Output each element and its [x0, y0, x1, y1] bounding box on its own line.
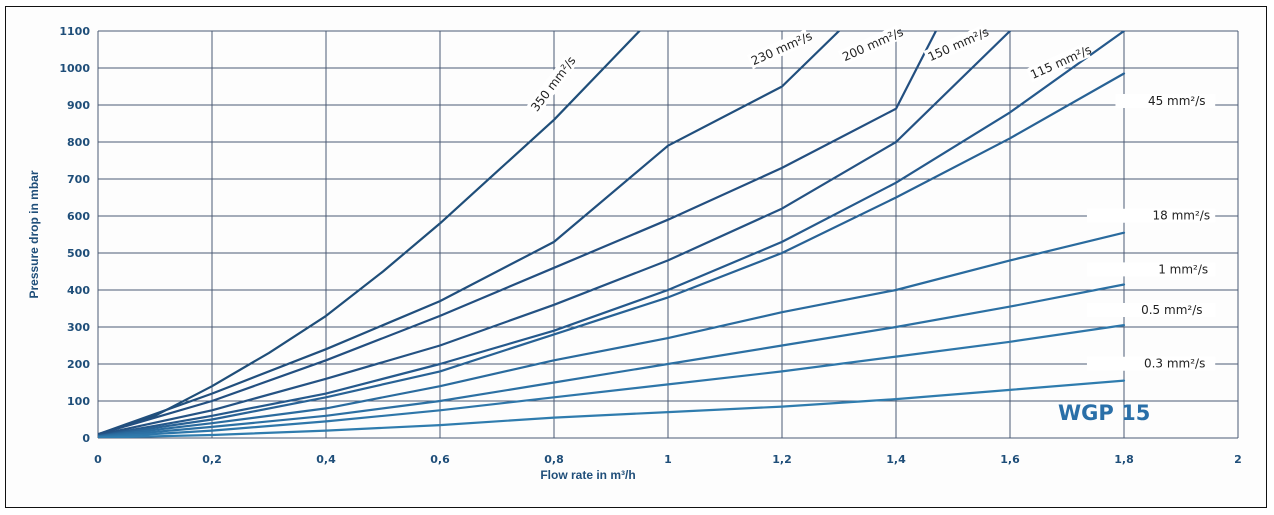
x-tick-label: 0 [94, 453, 102, 466]
y-tick-label: 0 [82, 432, 90, 445]
x-tick-labels: 0 0,2 0,4 0,6 0,8 1 1,2 1,4 1,6 1,8 2 [94, 453, 1242, 466]
model-label: WGP 15 [1058, 401, 1150, 425]
x-tick-label: 2 [1234, 453, 1242, 466]
x-axis-title: Flow rate in m³/h [540, 468, 635, 482]
y-tick-label: 800 [67, 136, 90, 149]
y-tick-label: 200 [67, 358, 90, 371]
y-tick-label: 600 [67, 210, 90, 223]
y-tick-label: 400 [67, 284, 90, 297]
chart-frame: 0 0,2 0,4 0,6 0,8 1 1,2 1,4 1,6 1,8 2 0 100 200 300 40… [5, 6, 1267, 508]
series-label: 18 mm²/s [1153, 209, 1211, 223]
series-label: 0.5 mm²/s [1141, 303, 1202, 317]
x-tick-label: 1 [664, 453, 672, 466]
series-line [98, 31, 1012, 437]
pressure-drop-chart: 0 0,2 0,4 0,6 0,8 1 1,2 1,4 1,6 1,8 2 0 100 200 300 40… [27, 25, 1242, 482]
series-label-backdrop [526, 55, 577, 116]
y-tick-label: 1100 [59, 25, 90, 38]
series-label-backdrop [746, 29, 812, 69]
y-tick-label: 900 [67, 99, 90, 112]
series-label-backdrop [1026, 42, 1091, 83]
series-line [98, 72, 1126, 438]
y-tick-label: 1000 [59, 62, 90, 75]
series-label-backdrop [923, 25, 989, 65]
series-line [98, 379, 1126, 438]
x-tick-label: 1,2 [772, 453, 792, 466]
series-label: 45 mm²/s [1148, 94, 1206, 108]
x-tick-label: 0,4 [316, 453, 336, 466]
series-line [98, 231, 1126, 438]
y-axis-title: Pressure drop in mbar [27, 170, 41, 298]
y-tick-label: 100 [67, 395, 90, 408]
series-label: 1 mm²/s [1158, 262, 1208, 276]
x-tick-label: 1,6 [1000, 453, 1020, 466]
x-tick-label: 1,8 [1114, 453, 1134, 466]
x-tick-label: 0,2 [202, 453, 222, 466]
x-tick-label: 0,6 [430, 453, 450, 466]
series-line [98, 283, 1126, 438]
y-tick-label: 500 [67, 247, 90, 260]
grid [97, 30, 1239, 439]
y-tick-label: 300 [67, 321, 90, 334]
series-label: 0.3 mm²/s [1144, 357, 1205, 371]
series-line [98, 31, 841, 436]
series-lines [98, 31, 1126, 438]
y-tick-labels: 0 100 200 300 400 500 600 700 800 900 1000 1100 [59, 25, 90, 445]
y-tick-label: 700 [67, 173, 90, 186]
x-tick-label: 1,4 [886, 453, 906, 466]
series-label-backdrop [837, 25, 903, 65]
series-line [98, 31, 641, 436]
series-line [98, 31, 938, 436]
x-tick-label: 0,8 [544, 453, 564, 466]
series-line [98, 324, 1126, 438]
series-line [98, 31, 1126, 437]
